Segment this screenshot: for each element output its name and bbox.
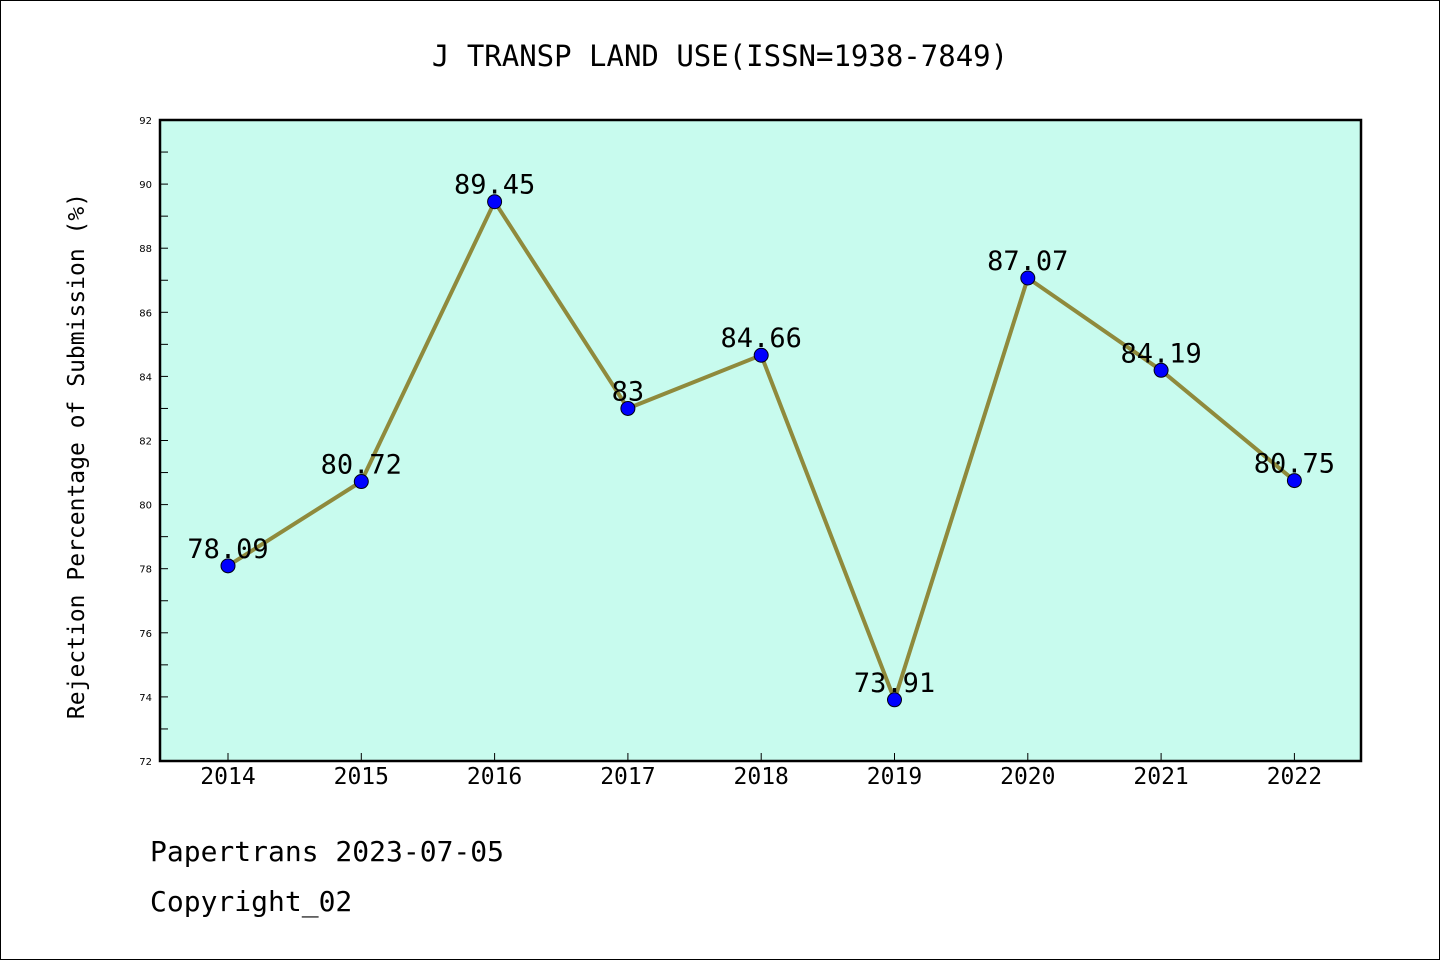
data-label: 78.09 [187,534,268,565]
chart-title: J TRANSP LAND USE(ISSN=1938-7849) [432,39,1008,73]
data-label: 89.45 [454,170,535,201]
data-label: 84.66 [721,323,802,354]
x-tick-label: 2014 [200,764,255,790]
data-point [353,474,369,490]
y-tick-label: 84 [139,372,152,383]
y-tick-label: 74 [139,693,152,704]
y-tick-label: 86 [139,308,152,319]
data-point [753,347,769,363]
data-label: 87.07 [987,246,1068,277]
data-label: 84.19 [1120,338,1201,369]
plot-area [160,120,1361,761]
y-tick-label: 76 [139,629,152,640]
y-axis-label: Rejection Percentage of Submission (%) [64,193,90,719]
x-tick-label: 2020 [1000,764,1055,790]
x-tick-label: 2015 [334,764,389,790]
y-tick-label: 72 [139,757,152,768]
data-point [887,692,902,708]
data-label: 83 [612,376,645,407]
data-point [1286,473,1302,489]
y-tick-label: 90 [139,180,152,191]
data-point [1020,270,1036,286]
data-label: 80.72 [321,450,402,481]
x-tick-label: 2016 [467,764,522,790]
y-tick-label: 80 [139,501,152,512]
plot-border [158,118,1363,763]
y-tick-label: 92 [139,116,152,127]
data-point [620,400,636,416]
data-point [487,194,503,210]
x-tick-label: 2019 [867,764,922,790]
y-tick-label: 88 [139,244,152,255]
y-tick-label: 82 [139,437,152,448]
y-tick-label: 78 [139,565,152,576]
x-tick-label: 2021 [1133,764,1188,790]
data-label: 80.75 [1254,449,1335,480]
x-tick-label: 2017 [600,764,655,790]
series-group: 78.09 80.72 89.45 83 84.66 73.91 87.07 84.19 80.… [187,170,1335,708]
data-point [220,558,236,574]
footer-date: Papertrans 2023-07-05 [150,835,505,868]
x-tick-label: 2022 [1267,764,1322,790]
data-point [1153,362,1169,378]
data-label: 73.91 [854,668,935,699]
y-axis-ticks: 72 74 76 78 80 82 84 86 88 90 92 [139,116,168,768]
x-axis-tick-labels: 2014 2015 2016 2017 2018 2019 2020 2021 2022 [200,753,1322,790]
x-tick-label: 2018 [734,764,789,790]
footer-copyright: Copyright_02 [150,885,353,918]
